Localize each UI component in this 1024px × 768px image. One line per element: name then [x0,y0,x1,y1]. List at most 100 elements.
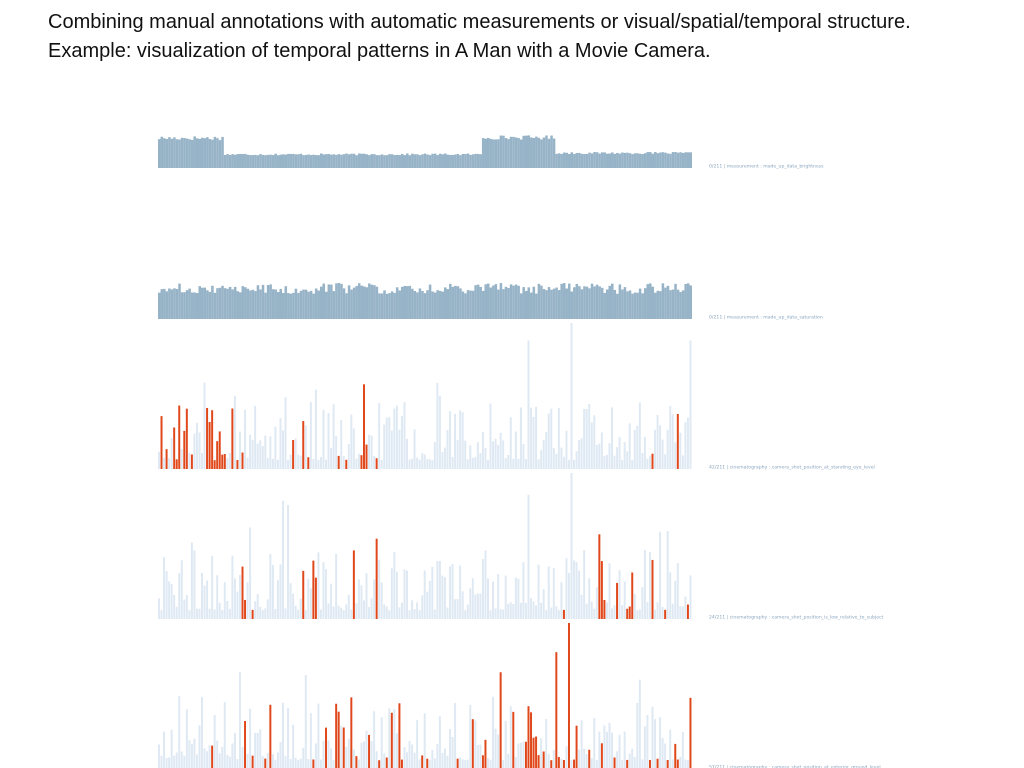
shot-bar [628,423,631,469]
shot-bar [370,284,374,319]
shot-bar [441,291,444,319]
shot-bar [388,293,391,319]
shot-bar-highlighted [236,460,239,469]
shot-bar [297,760,300,768]
shot-bar [438,716,441,768]
shot-bar [213,136,217,168]
shot-bar-highlighted [312,560,315,619]
shot-bar [484,447,487,469]
shot-bar [254,601,257,619]
shot-bar [165,571,168,619]
shot-bar [489,759,492,768]
shot-bar [413,154,417,168]
shot-bar [365,287,369,319]
shot-bar [208,745,211,768]
shot-bar [540,285,543,319]
shot-bar [307,759,310,768]
shot-bar [314,155,318,168]
shot-bar [661,152,665,168]
shot-bar [233,732,236,768]
shot-bar [426,290,429,319]
shot-bar [583,550,586,619]
shot-bar [413,429,416,469]
shot-bar [550,607,553,619]
shot-bar [471,290,475,319]
shot-bar [512,603,515,619]
shot-bar [180,751,183,768]
shot-bar [408,155,412,168]
shot-bar [504,720,507,768]
shot-bar [676,563,679,619]
shot-bar [600,432,603,469]
shot-bar [168,757,171,768]
shot-bar [527,494,530,619]
shot-bar [509,136,513,168]
shot-bar [651,286,655,319]
shot-bar [266,752,269,768]
shot-bar [282,292,285,319]
shot-bar [522,135,525,168]
shot-bar [327,284,331,319]
shot-bar [532,286,536,319]
shot-bar [271,564,274,619]
shot-bar [545,719,548,768]
shot-bar [489,610,492,619]
shot-bar [494,438,497,469]
shot-bar [297,454,300,469]
shot-bar [595,152,599,168]
shot-bar [294,154,298,168]
shot-bar [347,285,351,319]
shot-bar [201,696,203,768]
shot-bar-highlighted [183,430,186,469]
shot-bar [570,760,573,768]
shot-bar [421,154,424,168]
shot-bar [385,293,389,319]
shot-bar [292,593,295,619]
shot-bar [350,289,353,319]
shot-bar [633,756,636,768]
shot-bar [304,289,308,319]
shot-bar [504,575,507,619]
shot-bar [355,603,358,619]
shot-bar-highlighted [302,570,305,619]
shot-bar [666,153,670,168]
shot-bar [547,566,550,619]
shot-bar [195,608,198,619]
shot-bar [443,748,446,768]
shot-bar [552,288,556,319]
shot-bar [524,603,527,619]
shot-bar [350,609,353,619]
shot-bar [201,137,204,168]
shot-bar [357,283,361,319]
shot-bar [449,283,452,319]
shot-bar [540,450,543,469]
shot-bar [203,138,207,168]
shot-bar [398,429,401,469]
shot-bar [322,283,326,319]
timeline-4: 24/211 | cinematography : camera_shot_po… [158,473,884,621]
shot-bar [618,437,621,469]
shot-bar [681,606,684,619]
shot-bar [218,287,222,319]
shot-bar [370,740,373,768]
shot-bar [471,578,474,619]
shot-bar-highlighted [350,697,353,768]
shot-bar-highlighted [337,711,340,768]
shot-bar [249,708,252,768]
shot-bar [185,709,188,768]
shot-bar [350,153,353,168]
shot-bar [228,154,232,168]
shot-bar [345,293,348,319]
shot-bar [674,152,677,168]
shot-bar [613,289,617,319]
shot-bar [494,139,498,168]
shot-bar-highlighted [355,756,358,768]
shot-bar [557,153,561,168]
shot-bar [497,734,500,768]
shot-bar [479,154,482,168]
shot-bar [317,552,320,619]
shot-bar [368,283,371,319]
shot-bar [211,285,214,319]
shot-bar [421,595,424,619]
